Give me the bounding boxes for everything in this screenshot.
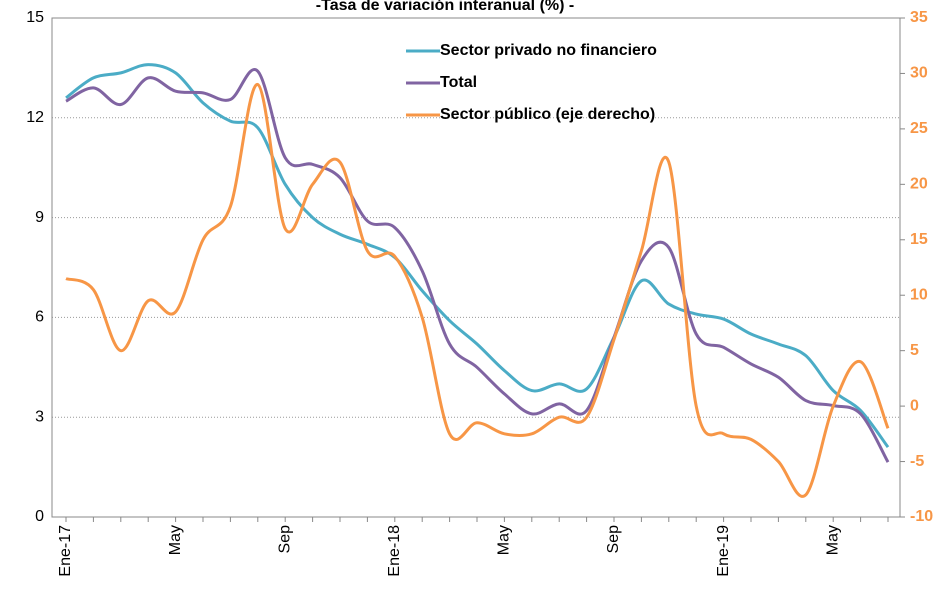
x-tick-label: Ene-18 [386,525,403,577]
y2-tick-label: 35 [910,9,928,26]
y2-tick-label: 15 [910,231,928,248]
x-tick-label: Sep [605,525,622,554]
x-tick-label: May [167,525,184,555]
series-line [65,63,890,449]
y2-tick-label: 5 [910,342,919,359]
y-tick-label: 6 [35,309,44,326]
x-tick-label: Ene-19 [715,525,732,577]
y-tick-label: 0 [35,508,44,525]
y2-tick-label: 30 [910,65,928,82]
x-tick-label: May [496,525,513,555]
y2-tick-label: 20 [910,176,928,193]
y2-tick-label: 10 [910,286,928,303]
y-tick-label: 12 [26,109,44,126]
legend-label: Sector público (eje derecho) [440,106,655,123]
plot-border [51,17,901,518]
x-tick-label: Sep [276,525,293,554]
y-tick-label: 9 [35,209,44,226]
legend-label: Total [440,74,477,91]
x-tick-label: Ene-17 [57,525,74,577]
y-tick-label: 3 [35,408,44,425]
y2-tick-label: 25 [910,120,928,137]
y2-tick-label: -5 [910,453,924,470]
series-line [65,68,890,463]
series-line [65,83,890,498]
x-tick-label: May [824,525,841,555]
y2-tick-label: -10 [910,508,933,525]
chart-title: -Tasa de variación interanual (%) - [316,0,574,14]
y2-tick-label: 0 [910,397,919,414]
legend-label: Sector privado no financiero [440,42,657,59]
y-tick-label: 15 [26,9,44,26]
